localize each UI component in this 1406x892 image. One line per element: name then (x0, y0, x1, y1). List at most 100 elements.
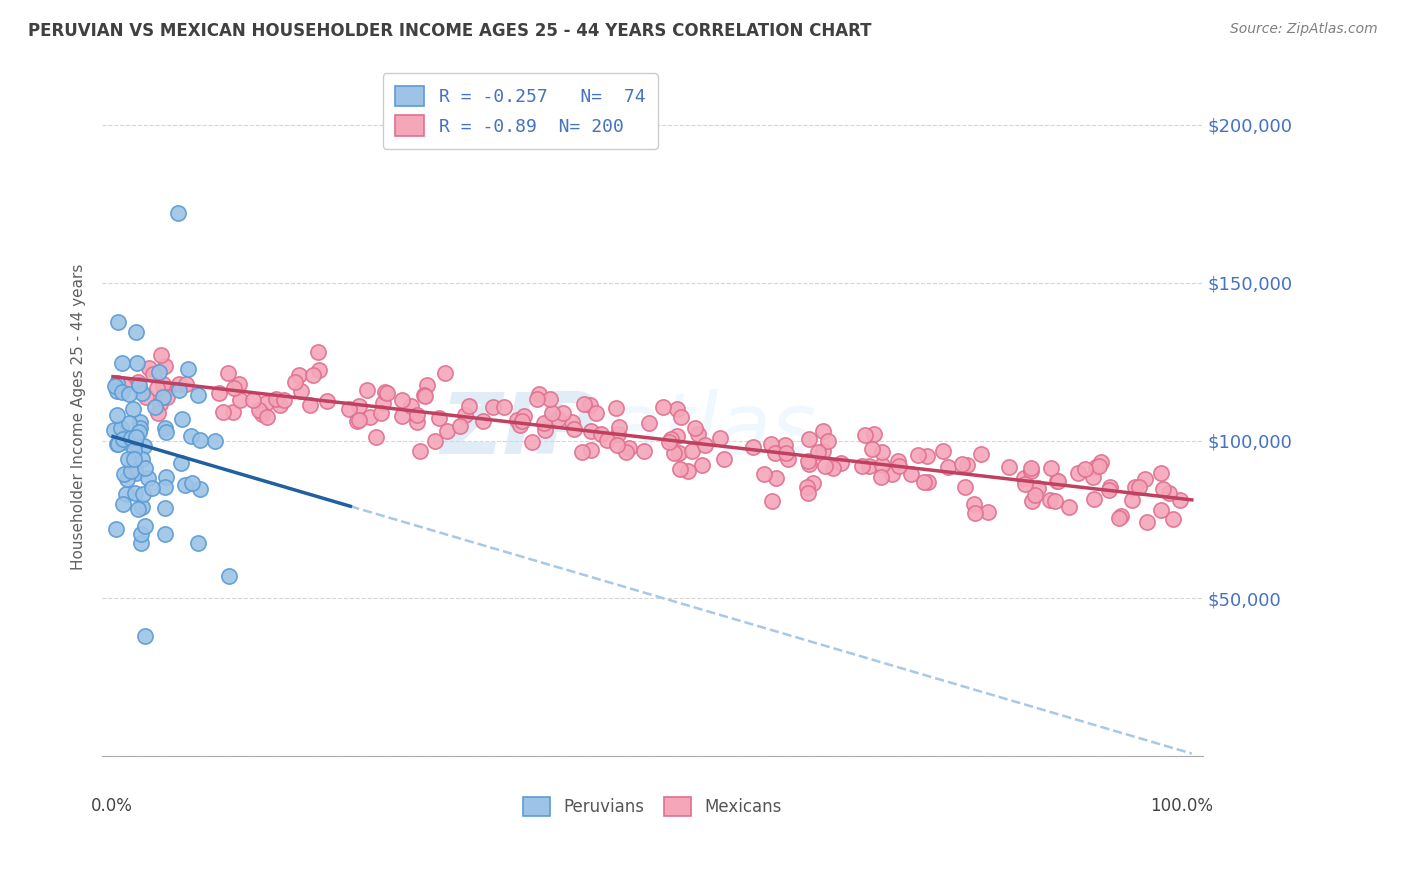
Point (112, 378, 135, 392)
Point (533, 416, 555, 430)
Point (155, 425, 177, 440)
Point (256, 410, 278, 425)
Point (307, 345, 329, 359)
Point (264, 392, 287, 406)
Point (830, 456, 852, 470)
Point (1109, 509, 1132, 524)
Point (963, 497, 986, 511)
Point (112, 467, 135, 481)
Point (454, 408, 477, 422)
Point (869, 470, 891, 484)
Point (752, 467, 775, 482)
Point (585, 406, 607, 420)
Point (458, 400, 481, 414)
Point (742, 440, 765, 454)
Point (120, 431, 142, 445)
Point (149, 397, 172, 411)
Point (860, 442, 883, 456)
Point (1012, 470, 1035, 484)
Point (273, 392, 295, 407)
Legend: Peruvians, Mexicans: Peruvians, Mexicans (516, 790, 789, 822)
Point (683, 421, 706, 435)
Point (416, 378, 439, 392)
Point (659, 432, 682, 446)
Point (118, 386, 141, 401)
Point (284, 375, 307, 389)
Point (851, 458, 873, 473)
Point (1135, 515, 1157, 529)
Point (616, 445, 638, 459)
Point (887, 454, 910, 468)
Point (105, 376, 128, 390)
Point (125, 466, 148, 480)
Point (111, 356, 134, 370)
Point (117, 472, 139, 486)
Point (1026, 482, 1049, 496)
Point (146, 380, 169, 394)
Point (135, 390, 157, 404)
Point (433, 366, 456, 380)
Point (551, 406, 574, 420)
Point (761, 494, 783, 508)
Point (125, 430, 148, 444)
Point (1014, 476, 1036, 491)
Point (1073, 462, 1095, 476)
Point (107, 437, 129, 451)
Point (1128, 480, 1150, 494)
Point (124, 435, 146, 450)
Point (681, 443, 703, 458)
Point (1133, 472, 1156, 486)
Point (153, 384, 176, 398)
Point (346, 414, 368, 428)
Point (637, 416, 659, 430)
Point (617, 442, 640, 456)
Point (228, 376, 250, 391)
Point (526, 392, 548, 407)
Point (104, 379, 127, 393)
Point (105, 522, 128, 536)
Point (290, 384, 312, 398)
Point (143, 400, 166, 414)
Point (797, 486, 820, 500)
Point (221, 405, 243, 419)
Point (796, 480, 818, 494)
Point (811, 424, 834, 438)
Point (302, 368, 325, 382)
Point (1039, 461, 1062, 475)
Text: Source: ZipAtlas.com: Source: ZipAtlas.com (1230, 22, 1378, 37)
Point (1067, 466, 1090, 480)
Point (953, 480, 976, 494)
Point (538, 392, 561, 406)
Point (153, 421, 176, 435)
Point (472, 414, 495, 428)
Point (148, 365, 170, 379)
Point (572, 397, 595, 411)
Point (429, 411, 451, 425)
Point (128, 378, 150, 392)
Point (107, 315, 129, 329)
Point (579, 424, 602, 438)
Point (870, 458, 893, 472)
Point (606, 427, 628, 442)
Text: PERUVIAN VS MEXICAN HOUSEHOLDER INCOME AGES 25 - 44 YEARS CORRELATION CHART: PERUVIAN VS MEXICAN HOUSEHOLDER INCOME A… (28, 22, 872, 40)
Point (1043, 493, 1066, 508)
Point (900, 467, 922, 481)
Point (823, 461, 845, 475)
Point (666, 428, 689, 442)
Point (242, 392, 264, 407)
Point (218, 569, 240, 583)
Point (1088, 459, 1111, 474)
Point (111, 432, 134, 446)
Point (127, 502, 149, 516)
Point (686, 427, 709, 442)
Point (177, 361, 200, 376)
Point (315, 393, 337, 408)
Point (153, 500, 176, 515)
Point (217, 367, 239, 381)
Point (111, 385, 134, 400)
Point (107, 408, 129, 422)
Point (413, 389, 436, 403)
Point (187, 388, 209, 402)
Point (607, 419, 630, 434)
Point (128, 425, 150, 439)
